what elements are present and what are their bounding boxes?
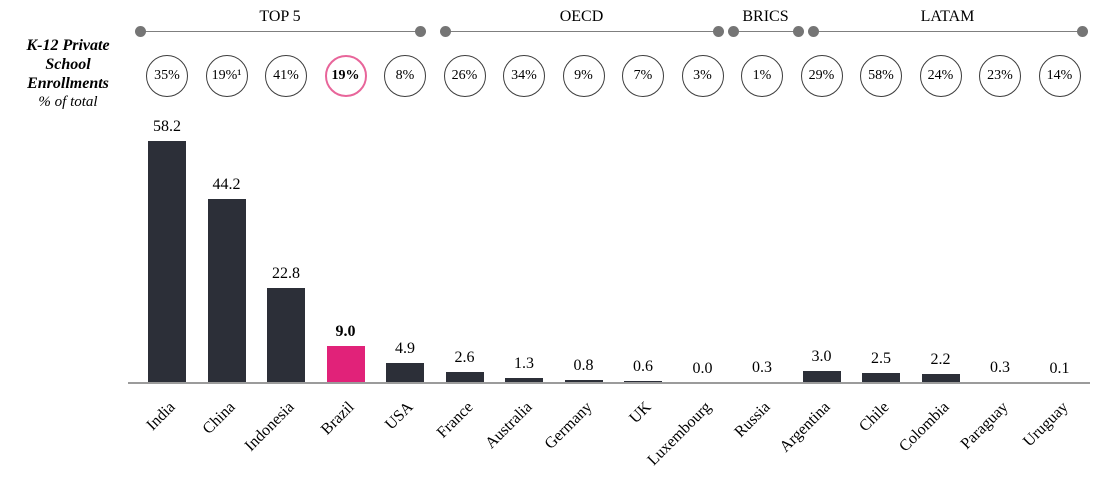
- enrollment-share-circle: 8%: [384, 55, 426, 97]
- bar-value-label: 22.8: [272, 265, 300, 282]
- bar-value-label: 0.1: [1049, 360, 1070, 377]
- bar-usa: [386, 363, 424, 383]
- bar-value-label: 1.3: [514, 355, 534, 372]
- enrollment-share-circle: 7%: [622, 55, 664, 97]
- bar-value-label: 2.6: [454, 349, 475, 366]
- bar-france: [445, 372, 484, 383]
- chart-title-line: K-12 Private: [26, 37, 110, 54]
- bar-chile: [862, 373, 900, 383]
- bar-value-label: 3.0: [811, 348, 832, 365]
- bar-germany: [564, 380, 603, 383]
- bar-value-label: 0.6: [633, 358, 653, 375]
- group-bracket-endpoint-dot: [792, 26, 804, 37]
- bar-value-label: 2.5: [871, 350, 891, 367]
- enrollment-share-circle: 26%: [443, 55, 486, 97]
- enrollment-share-circle: 34%: [503, 55, 545, 97]
- group-label: BRICS: [742, 8, 789, 25]
- group-label: TOP 5: [259, 8, 301, 25]
- enrollment-share-circle: 29%: [800, 55, 843, 97]
- enrollment-share-circle: 19%¹: [205, 55, 248, 97]
- group-bracket-endpoint-dot: [712, 26, 724, 37]
- group-bracket-endpoint-dot: [1076, 26, 1088, 37]
- enrollment-share-circle: 41%: [265, 55, 307, 97]
- bar-indonesia: [267, 288, 305, 383]
- enrollment-share-circle: 14%: [1038, 55, 1081, 97]
- bar-value-label: 0.3: [990, 359, 1010, 376]
- group-bracket-line: [733, 31, 798, 32]
- group-bracket-line: [140, 31, 420, 32]
- group-label: OECD: [559, 8, 604, 25]
- bar-china: [207, 199, 246, 383]
- bar-value-label: 2.2: [930, 351, 951, 368]
- group-bracket-line: [813, 31, 1082, 32]
- bar-value-label: 0.8: [573, 357, 594, 374]
- bar-value-label: 44.2: [212, 176, 241, 193]
- group-bracket-endpoint-dot: [414, 26, 426, 37]
- enrollment-share-circle: 19%: [324, 55, 367, 97]
- bar-value-label: 0.3: [752, 359, 772, 376]
- bar-value-label: 0.0: [692, 360, 713, 377]
- bar-india: [148, 141, 186, 383]
- bar-value-label: 4.9: [395, 340, 415, 357]
- chart-title-line: School: [45, 56, 91, 73]
- chart-title-block: K-12 Private School Enrollments % of tot…: [0, 36, 136, 112]
- enrollment-share-circle: 9%: [562, 55, 605, 97]
- group-bracket-endpoint-dot: [134, 26, 146, 37]
- group-bracket-endpoint-dot: [727, 26, 739, 37]
- group-label: LATAM: [920, 8, 975, 25]
- bar-argentina: [802, 371, 841, 383]
- x-axis-line: [128, 382, 1090, 384]
- enrollment-share-circle: 3%: [681, 55, 724, 97]
- enrollment-share-circle: 58%: [860, 55, 902, 97]
- group-bracket-endpoint-dot: [807, 26, 819, 37]
- bar-value-label: 58.2: [153, 118, 181, 135]
- bar-colombia: [921, 374, 960, 383]
- enrollment-share-circle: 23%: [979, 55, 1021, 97]
- enrollment-share-circle: 24%: [919, 55, 962, 97]
- group-bracket-endpoint-dot: [439, 26, 451, 37]
- enrollment-share-circle: 1%: [741, 55, 783, 97]
- bar-brazil: [326, 346, 365, 383]
- group-bracket-line: [445, 31, 718, 32]
- enrollment-share-circle: 35%: [146, 55, 188, 97]
- chart-subtitle: % of total: [38, 94, 98, 110]
- bar-value-label: 9.0: [335, 323, 356, 340]
- chart-title-line: Enrollments: [27, 75, 109, 92]
- bar-australia: [505, 378, 543, 383]
